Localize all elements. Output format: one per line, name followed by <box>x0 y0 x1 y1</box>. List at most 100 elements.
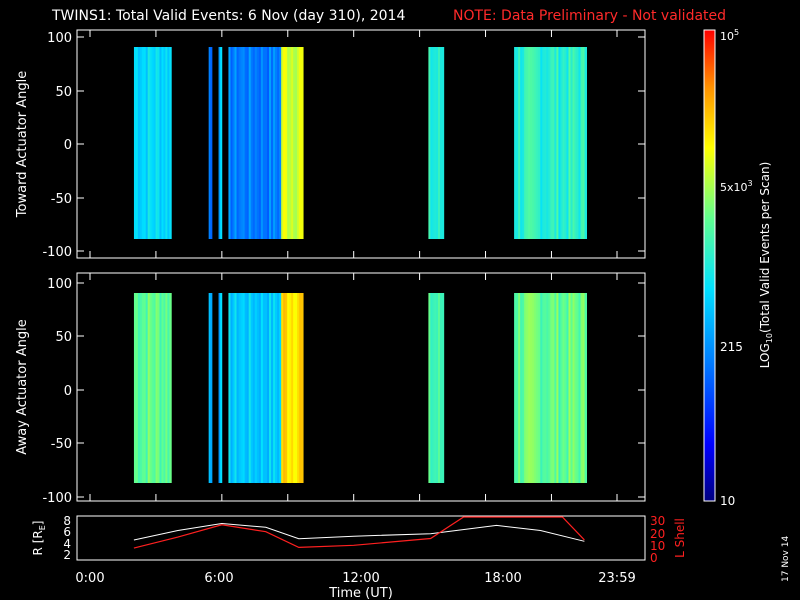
bottom-scan-0-18 <box>169 293 172 483</box>
top-scan-6-7 <box>528 47 531 239</box>
top-scan-6-12 <box>538 47 541 239</box>
bottom-scan-0-16 <box>165 293 168 483</box>
bottom-ylabel: Away Actuator Angle <box>15 319 30 454</box>
bottom-scan-3-20 <box>269 293 272 483</box>
top-scan-6-5 <box>524 47 527 239</box>
top-scan-3-23 <box>275 47 278 239</box>
top-scan-6-1 <box>516 47 519 239</box>
bottom-scan-5-2 <box>432 293 435 483</box>
top-scan-3-17 <box>262 47 266 239</box>
bottom-scan-6-17 <box>548 293 551 483</box>
top-scan-4-0 <box>281 47 284 239</box>
x-axis-label: Time (UT) <box>328 586 393 600</box>
bottom-scan-6-2 <box>518 293 521 483</box>
top-scan-5-6 <box>439 47 443 239</box>
top-scan-6-8 <box>530 47 533 239</box>
top-scan-4-7 <box>295 47 298 239</box>
top-scan-6-31 <box>576 47 579 239</box>
orbit-left-axis: 8 6 4 2 <box>63 514 71 562</box>
colorbar <box>703 29 716 502</box>
orbit-ylabel: R [RE] <box>31 521 47 556</box>
bottom-scan-6-8 <box>530 293 533 483</box>
top-scan-3-0 <box>228 47 231 239</box>
bottom-scan-0-3 <box>139 293 143 483</box>
top-scan-4-10 <box>301 47 304 239</box>
orbit-right-axis: 30 20 10 0 <box>650 514 665 565</box>
top-scan-3-4 <box>236 47 239 239</box>
top-scan-6-2 <box>518 47 521 239</box>
bottom-scan-6-20 <box>554 293 557 483</box>
top-scan-3-9 <box>246 47 250 239</box>
colorbar-tick-5e3: 5x103 <box>720 179 753 194</box>
bottom-scan-4-2 <box>285 293 288 483</box>
top-scan-3-20 <box>269 47 272 239</box>
top-scan-5-2 <box>432 47 435 239</box>
bottom-scan-3-5 <box>238 293 242 483</box>
top-scan-6-14 <box>542 47 545 239</box>
bottom-scan-0-6 <box>145 293 149 483</box>
top-scan-6-29 <box>572 47 575 239</box>
top-scan-6-18 <box>550 47 553 239</box>
top-scan-6-15 <box>544 47 547 239</box>
bottom-scan-0-9 <box>151 293 155 483</box>
bottom-scan-3-19 <box>266 293 270 483</box>
bottom-scan-4-5 <box>291 293 294 483</box>
bottom-scan-6-13 <box>540 293 543 483</box>
bottom-scan-3-17 <box>262 293 266 483</box>
lshell-label: L Shell <box>673 518 687 558</box>
bottom-scan-3-2 <box>232 293 235 483</box>
top-scan-6-21 <box>556 47 559 239</box>
bottom-scan-6-22 <box>558 293 561 483</box>
top-scan-6-22 <box>558 47 561 239</box>
top-scan-4-6 <box>293 47 296 239</box>
side-date: 17 Nov 14 <box>781 536 791 582</box>
bottom-scan-6-0 <box>514 293 517 483</box>
orbit-ytick-8: 8 <box>63 514 71 528</box>
bottom-scan-6-19 <box>552 293 555 483</box>
top-ylabel: Toward Actuator Angle <box>15 71 30 218</box>
top-scan-3-19 <box>266 47 270 239</box>
top-scan-6-20 <box>554 47 557 239</box>
bottom-scan-0-7 <box>147 293 151 483</box>
xtick-0600: 6:00 <box>204 571 233 586</box>
top-scan-3-6 <box>240 47 244 239</box>
bottom-scan-6-23 <box>560 293 563 483</box>
top-scan-6-28 <box>570 47 573 239</box>
bottom-scan-3-6 <box>240 293 244 483</box>
bottom-scan-6-28 <box>570 293 573 483</box>
colorbar-tick-1e5: 105 <box>720 28 739 43</box>
top-scan-3-1 <box>230 47 233 239</box>
top-scan-3-25 <box>279 47 282 239</box>
bottom-scan-3-18 <box>264 293 268 483</box>
top-scan-3-24 <box>277 47 280 239</box>
top-scan-0-0 <box>133 47 137 239</box>
bottom-scan-5-4 <box>436 293 439 483</box>
bottom-scan-6-4 <box>522 293 525 483</box>
top-ytick-m50: -50 <box>51 192 72 207</box>
bottom-scan-3-3 <box>234 293 237 483</box>
bottom-scan-0-14 <box>161 293 164 483</box>
top-scan-3-8 <box>244 47 248 239</box>
xtick-0000: 0:00 <box>75 571 104 586</box>
bottom-scan-3-13 <box>254 293 258 483</box>
bottom-scan-6-34 <box>582 293 585 483</box>
top-scan-6-32 <box>578 47 581 239</box>
bottom-scan-6-1 <box>516 293 519 483</box>
bottom-scan-4-7 <box>295 293 298 483</box>
top-scan-6-33 <box>580 47 583 239</box>
top-scan-3-10 <box>248 47 252 239</box>
lshell-ytick-0: 0 <box>650 551 658 565</box>
top-scan-0-7 <box>147 47 151 239</box>
bottom-scan-3-22 <box>273 293 276 483</box>
colorbar-tick-10: 10 <box>720 494 735 508</box>
top-scan-4-5 <box>291 47 294 239</box>
bottom-scan-0-8 <box>149 293 153 483</box>
chart-title: TWINS1: Total Valid Events: 6 Nov (day 3… <box>51 8 405 24</box>
top-scan-3-5 <box>238 47 242 239</box>
bottom-scan-5-7 <box>441 293 445 483</box>
bottom-scan-3-16 <box>260 293 264 483</box>
bottom-scan-0-10 <box>153 293 156 483</box>
bottom-scan-6-11 <box>536 293 539 483</box>
top-scan-3-12 <box>252 47 256 239</box>
bottom-scan-3-9 <box>246 293 250 483</box>
